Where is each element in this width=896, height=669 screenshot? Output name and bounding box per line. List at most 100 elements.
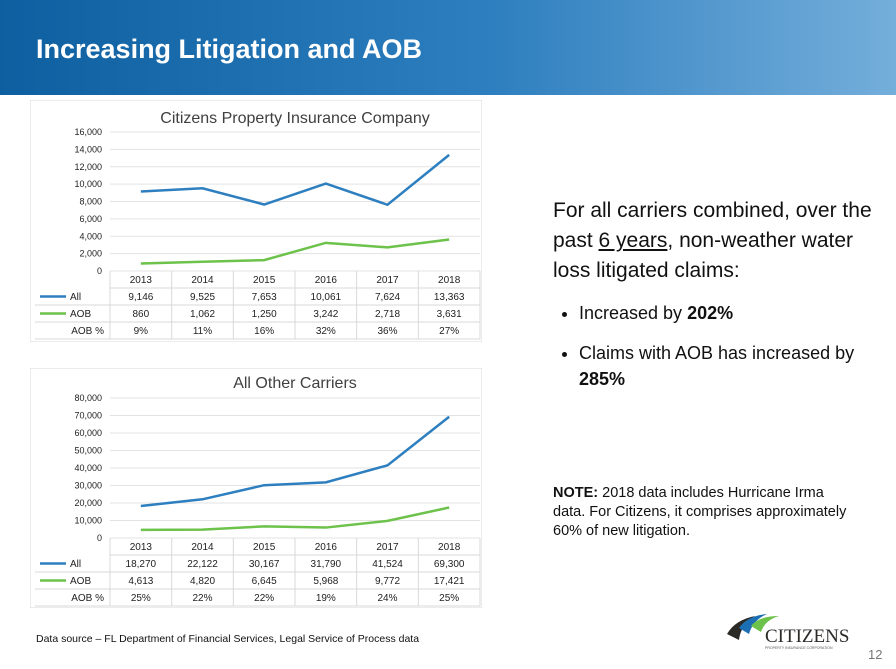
y-tick-label: 4,000 — [79, 231, 102, 241]
y-tick-label: 16,000 — [74, 127, 102, 137]
bullet-text: Increased by — [579, 303, 688, 323]
table-cell: 5,968 — [313, 576, 338, 587]
x-tick-label: 2014 — [191, 275, 214, 286]
table-cell: 25% — [131, 593, 151, 604]
table-row-label: All — [70, 559, 81, 570]
y-tick-label: 70,000 — [74, 411, 102, 421]
table-cell: 6,645 — [252, 576, 277, 587]
slide-title: Increasing Litigation and AOB — [36, 34, 423, 64]
note: NOTE: 2018 data includes Hurricane Irma … — [553, 484, 853, 541]
summary-years: 6 years — [598, 229, 668, 252]
note-label: NOTE: — [553, 485, 599, 501]
table-row-label: AOB % — [71, 593, 104, 604]
bullet-aob: Claims with AOB has increased by 285% — [579, 340, 873, 392]
summary-line: , non-weather water loss litigated claim… — [553, 229, 854, 282]
page-number: 12 — [868, 647, 883, 662]
table-cell: 18,270 — [126, 559, 157, 570]
y-tick-label: 2,000 — [79, 249, 102, 259]
x-tick-label: 2017 — [376, 275, 399, 286]
table-cell: 9,146 — [128, 292, 153, 303]
y-tick-label: 6,000 — [79, 214, 102, 224]
svg-text:PROPERTY INSURANCE CORPORATION: PROPERTY INSURANCE CORPORATION — [765, 646, 833, 650]
bullet-increase: Increased by 202% — [579, 300, 873, 326]
other-carriers-chart: All Other Carriers 0 10,000 20,000 30,000 40,… — [30, 368, 482, 608]
x-tick-label: 2013 — [130, 542, 153, 553]
table-cell: 36% — [377, 326, 397, 337]
table-cell: 24% — [377, 593, 397, 604]
table-row-label: AOB — [70, 576, 91, 587]
y-tick-label: 12,000 — [74, 162, 102, 172]
series-line-aob — [140, 506, 450, 532]
y-tick-label: 0 — [97, 266, 102, 276]
summary-text: For all carriers combined, over the past… — [553, 196, 873, 406]
table-cell: 1,062 — [190, 309, 215, 320]
y-tick-label: 80,000 — [74, 393, 102, 403]
x-tick-label: 2017 — [376, 542, 399, 553]
x-tick-label: 2014 — [191, 542, 214, 553]
table-cell: 7,653 — [252, 292, 277, 303]
table-cell: 17,421 — [434, 576, 465, 587]
citizens-chart: Citizens Property Insurance Company 0 2,00… — [30, 100, 482, 342]
x-tick-label: 2015 — [253, 275, 276, 286]
table-cell: 9,525 — [190, 292, 215, 303]
table-cell: 11% — [193, 326, 212, 337]
table-cell: 4,613 — [128, 576, 153, 587]
table-cell: 9% — [134, 326, 149, 337]
series-line-all — [140, 415, 450, 508]
y-tick-label: 40,000 — [74, 463, 102, 473]
y-tick-label: 0 — [97, 533, 102, 543]
data-source: Data source – FL Department of Financial… — [36, 633, 420, 645]
table-cell: 3,242 — [313, 309, 338, 320]
table-cell: 7,624 — [375, 292, 400, 303]
note-text: 2018 data includes Hurricane Irma data. … — [553, 485, 847, 539]
table-cell: 10,061 — [311, 292, 342, 303]
chart-title: All Other Carriers — [233, 375, 357, 392]
table-cell: 25% — [439, 593, 459, 604]
table-cell: 2,718 — [375, 309, 400, 320]
chart-title: Citizens Property Insurance Company — [160, 110, 429, 127]
table-cell: 22% — [254, 593, 274, 604]
x-tick-label: 2018 — [438, 275, 461, 286]
table-cell: 22% — [192, 593, 212, 604]
table-cell: 16% — [254, 326, 274, 337]
table-row-label: AOB % — [71, 326, 104, 337]
logo-text: CITIZENS — [765, 626, 849, 647]
y-tick-label: 60,000 — [74, 428, 102, 438]
table-cell: 4,820 — [190, 576, 215, 587]
table-cell: 32% — [316, 326, 336, 337]
bullet-value: 202% — [687, 303, 734, 323]
table-row-label: AOB — [70, 309, 91, 320]
bullet-value: 285% — [579, 369, 626, 389]
citizens-logo: CITIZENS PROPERTY INSURANCE CORPORATION — [727, 614, 849, 650]
table-cell: 69,300 — [434, 559, 465, 570]
y-tick-label: 14,000 — [74, 144, 102, 154]
bullet-text: Claims with AOB has increased by — [579, 343, 855, 363]
table-cell: 19% — [316, 593, 336, 604]
series-line-all — [140, 153, 450, 207]
table-cell: 1,250 — [252, 309, 277, 320]
y-tick-label: 30,000 — [74, 481, 102, 491]
y-tick-label: 10,000 — [74, 516, 102, 526]
series-line-aob — [140, 238, 450, 265]
y-tick-label: 8,000 — [79, 197, 102, 207]
table-cell: 30,167 — [249, 559, 280, 570]
chart-frame — [30, 100, 482, 342]
table-cell: 41,524 — [372, 559, 403, 570]
x-tick-label: 2016 — [315, 275, 338, 286]
table-cell: 3,631 — [437, 309, 462, 320]
y-tick-label: 50,000 — [74, 446, 102, 456]
table-cell: 27% — [439, 326, 459, 337]
x-tick-label: 2013 — [130, 275, 153, 286]
x-tick-label: 2018 — [438, 542, 461, 553]
table-cell: 9,772 — [375, 576, 400, 587]
table-row-label: All — [70, 292, 81, 303]
y-tick-label: 10,000 — [74, 179, 102, 189]
table-cell: 860 — [132, 309, 149, 320]
summary-line: For all carriers combined, over the past — [553, 199, 872, 252]
title-banner — [0, 0, 896, 95]
table-cell: 31,790 — [311, 559, 342, 570]
table-cell: 13,363 — [434, 292, 465, 303]
x-tick-label: 2016 — [315, 542, 338, 553]
x-tick-label: 2015 — [253, 542, 276, 553]
table-cell: 22,122 — [187, 559, 218, 570]
